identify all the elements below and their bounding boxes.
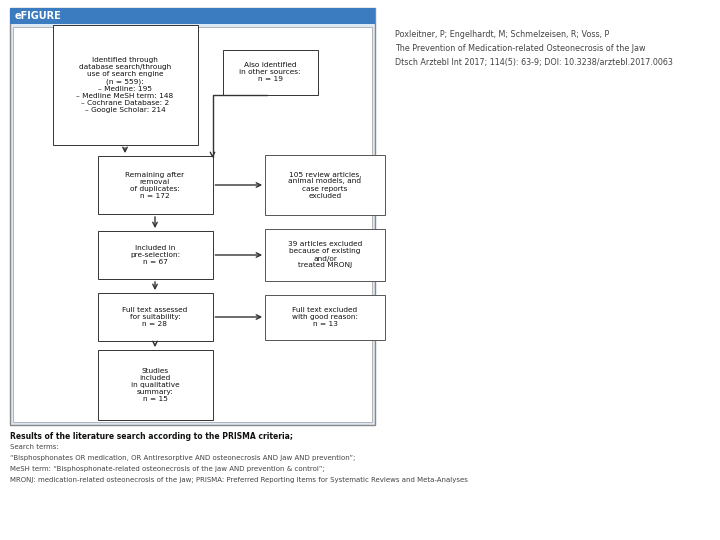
Text: Full text assessed
for suitability:
n = 28: Full text assessed for suitability: n = … bbox=[122, 307, 188, 327]
Text: Remaining after
removal
of duplicates:
n = 172: Remaining after removal of duplicates: n… bbox=[125, 172, 184, 199]
FancyBboxPatch shape bbox=[53, 25, 197, 145]
FancyBboxPatch shape bbox=[97, 293, 212, 341]
FancyBboxPatch shape bbox=[97, 156, 212, 214]
FancyBboxPatch shape bbox=[10, 8, 375, 24]
FancyBboxPatch shape bbox=[265, 229, 385, 281]
Text: Results of the literature search according to the PRISMA criteria;: Results of the literature search accordi… bbox=[10, 432, 293, 441]
Text: Studies
included
in qualitative
summary:
n = 15: Studies included in qualitative summary:… bbox=[131, 368, 179, 402]
FancyBboxPatch shape bbox=[97, 350, 212, 420]
Text: Dtsch Arztebl Int 2017; 114(5): 63-9; DOI: 10.3238/arztebl.2017.0063: Dtsch Arztebl Int 2017; 114(5): 63-9; DO… bbox=[395, 58, 673, 67]
FancyBboxPatch shape bbox=[265, 155, 385, 215]
Text: 39 articles excluded
because of existing
and/or
treated MRONJ: 39 articles excluded because of existing… bbox=[288, 241, 362, 268]
FancyBboxPatch shape bbox=[222, 50, 318, 94]
FancyBboxPatch shape bbox=[10, 8, 375, 425]
FancyBboxPatch shape bbox=[265, 294, 385, 340]
Text: The Prevention of Medication-related Osteonecrosis of the Jaw: The Prevention of Medication-related Ost… bbox=[395, 44, 646, 53]
FancyBboxPatch shape bbox=[97, 231, 212, 279]
Text: eFIGURE: eFIGURE bbox=[15, 11, 62, 21]
Text: MRONJ: medication-related osteonecrosis of the jaw; PRISMA: Preferred Reporting : MRONJ: medication-related osteonecrosis … bbox=[10, 477, 468, 483]
FancyBboxPatch shape bbox=[13, 27, 372, 422]
Text: Identified through
database search/through
use of search engine
(n = 559):
– Med: Identified through database search/throu… bbox=[76, 57, 174, 113]
Text: Search terms:: Search terms: bbox=[10, 444, 59, 450]
Text: Also identified
in other sources:
n = 19: Also identified in other sources: n = 19 bbox=[239, 62, 301, 82]
Text: Included in
pre-selection:
n = 67: Included in pre-selection: n = 67 bbox=[130, 245, 180, 265]
Text: Poxleitner, P; Engelhardt, M; Schmelzeisen, R; Voss, P: Poxleitner, P; Engelhardt, M; Schmelzeis… bbox=[395, 30, 609, 39]
Text: “Bisphosphonates OR medication, OR Antiresorptive AND osteonecrosis AND jaw AND : “Bisphosphonates OR medication, OR Antir… bbox=[10, 455, 356, 461]
Text: MeSH term: “Bisphosphonate-related osteonecrosis of the jaw AND prevention & con: MeSH term: “Bisphosphonate-related osteo… bbox=[10, 466, 325, 472]
Text: Full text excluded
with good reason:
n = 13: Full text excluded with good reason: n =… bbox=[292, 307, 358, 327]
Text: 105 review articles,
animal models, and
case reports
excluded: 105 review articles, animal models, and … bbox=[289, 172, 361, 199]
